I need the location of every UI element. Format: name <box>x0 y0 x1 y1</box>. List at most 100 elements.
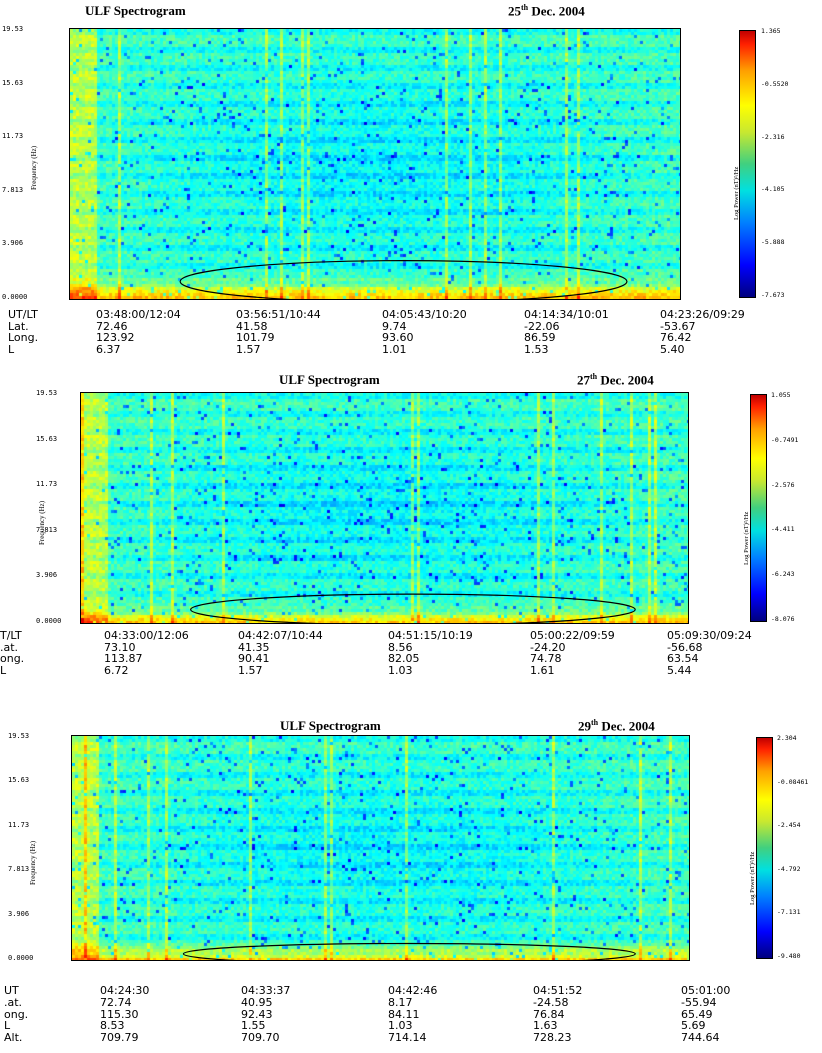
info-cell: 40.95 <box>241 995 273 1009</box>
spectrogram-heatmap <box>72 736 689 960</box>
chart-title: ULF Spectrogram <box>85 3 186 18</box>
colorbar-tick-label: -5.888 <box>761 238 785 247</box>
y-tick-label: 15.63 <box>36 434 58 443</box>
info-cell: 72.46 <box>96 319 128 333</box>
info-cell: 05:01:00 <box>681 984 731 997</box>
colorbar-tick-label: -2.576 <box>771 480 795 489</box>
colorbar-tick-label: -7.673 <box>761 291 785 299</box>
info-cell: -24.20 <box>530 640 566 654</box>
info-cell: 709.70 <box>241 1031 280 1045</box>
y-tick-label: 11.73 <box>2 132 24 141</box>
colorbar <box>739 30 756 298</box>
y-tick-label: 3.906 <box>8 909 30 918</box>
info-cell: 728.23 <box>533 1031 572 1045</box>
spectrogram-plot <box>69 28 681 300</box>
info-cell: 9.74 <box>382 319 407 333</box>
y-tick-label: 0.0000 <box>8 954 34 962</box>
info-row-label: UT <box>4 984 19 997</box>
info-row-label: .at. <box>0 640 19 654</box>
colorbar-tick-label: -0.7491 <box>771 435 799 444</box>
y-tick-label: 3.906 <box>2 239 24 248</box>
info-cell: 1.03 <box>388 1019 413 1033</box>
info-cell: 5.69 <box>681 1019 706 1033</box>
info-cell: 05:00:22/09:59 <box>530 629 615 642</box>
info-cell: 04:05:43/10:20 <box>382 308 467 321</box>
spectrogram-heatmap <box>70 29 680 299</box>
info-cell: 744.64 <box>681 1031 720 1045</box>
info-cell: 1.57 <box>238 663 263 677</box>
colorbar-tick-label: -6.243 <box>771 570 795 579</box>
info-row-label: UT/LT <box>8 308 38 321</box>
info-row-label: ong. <box>0 652 25 665</box>
y-tick-label: 11.73 <box>36 480 58 489</box>
colorbar-tick-label: -2.316 <box>761 132 785 141</box>
y-tick-label: 15.63 <box>2 78 24 87</box>
info-cell: -56.68 <box>667 640 703 654</box>
colorbar-tick-label: -0.5520 <box>761 79 789 88</box>
y-tick-label: 7.813 <box>36 525 58 534</box>
info-cell: 41.35 <box>238 640 270 654</box>
info-cell: 8.17 <box>388 995 413 1009</box>
info-cell: 113.87 <box>104 652 143 665</box>
info-cell: 709.79 <box>100 1031 139 1045</box>
colorbar-tick-label: 1.365 <box>761 27 781 35</box>
colorbar-tick-label: -4.411 <box>771 525 795 534</box>
y-axis-label: Frequency (Hz) <box>30 145 38 190</box>
info-cell: 1.03 <box>388 663 413 677</box>
info-cell: 03:56:51/10:44 <box>236 308 321 321</box>
info-cell: 86.59 <box>524 331 556 344</box>
info-cell: 101.79 <box>236 331 275 344</box>
info-row-label: Lat. <box>8 319 29 333</box>
info-cell: 6.72 <box>104 663 129 677</box>
colorbar-tick-label: -4.105 <box>761 185 785 194</box>
highlight-ellipse-layer <box>190 593 636 623</box>
colorbar-label: Log Power (nT)²/Hz <box>749 851 756 905</box>
y-axis-label: Frequency (Hz) <box>29 840 37 885</box>
info-cell: 84.11 <box>388 1007 420 1021</box>
colorbar-tick-label: 1.055 <box>771 391 791 399</box>
info-cell: 04:42:46 <box>388 984 438 997</box>
colorbar-tick-label: -9.480 <box>777 952 801 960</box>
info-cell: -22.06 <box>524 319 560 333</box>
info-row-label: .at. <box>4 995 23 1009</box>
info-cell: 123.92 <box>96 331 135 344</box>
spectrogram-plot <box>80 392 689 624</box>
info-row-label: L <box>4 1019 11 1033</box>
info-cell: 74.78 <box>530 652 562 665</box>
info-cell: 5.40 <box>660 342 685 356</box>
info-cell: 76.42 <box>660 331 692 344</box>
highlight-ellipse <box>179 260 628 299</box>
info-row-label: Alt. <box>4 1031 23 1045</box>
info-cell: 04:51:52 <box>533 984 583 997</box>
colorbar-label: Log Power (nT)²/Hz <box>743 511 750 565</box>
colorbar-label: Log Power (nT)²/Hz <box>733 166 740 220</box>
info-cell: 82.05 <box>388 652 420 665</box>
colorbar-tick-label: -4.792 <box>777 864 801 873</box>
info-cell: 1.57 <box>236 342 261 356</box>
y-tick-label: 3.906 <box>36 571 58 580</box>
y-axis-label: Frequency (Hz) <box>38 500 46 545</box>
info-cell: 04:51:15/10:19 <box>388 629 473 642</box>
y-tick-label: 15.63 <box>8 776 30 785</box>
chart-date: 29th Dec. 2004 <box>578 718 655 734</box>
info-cell: 1.53 <box>524 342 549 356</box>
info-row-label: Long. <box>8 331 39 344</box>
info-cell: 8.53 <box>100 1019 125 1033</box>
info-cell: 03:48:00/12:04 <box>96 308 181 321</box>
info-cell: -53.67 <box>660 319 696 333</box>
info-cell: -55.94 <box>681 995 717 1009</box>
info-cell: -24.58 <box>533 995 569 1009</box>
info-cell: 04:33:00/12:06 <box>104 629 189 642</box>
info-cell: 04:42:07/10:44 <box>238 629 323 642</box>
info-row-label: ong. <box>4 1007 29 1021</box>
highlight-ellipse-layer <box>179 260 628 299</box>
info-row-label: L <box>8 342 15 356</box>
info-cell: 65.49 <box>681 1007 713 1021</box>
y-tick-label: 19.53 <box>2 25 24 33</box>
highlight-ellipse <box>182 942 636 960</box>
spectrogram-plot <box>71 735 690 961</box>
y-tick-label: 7.813 <box>8 865 30 874</box>
info-cell: 1.01 <box>382 342 407 356</box>
info-cell: 41.58 <box>236 319 268 333</box>
colorbar-tick-label: -2.454 <box>777 821 801 830</box>
